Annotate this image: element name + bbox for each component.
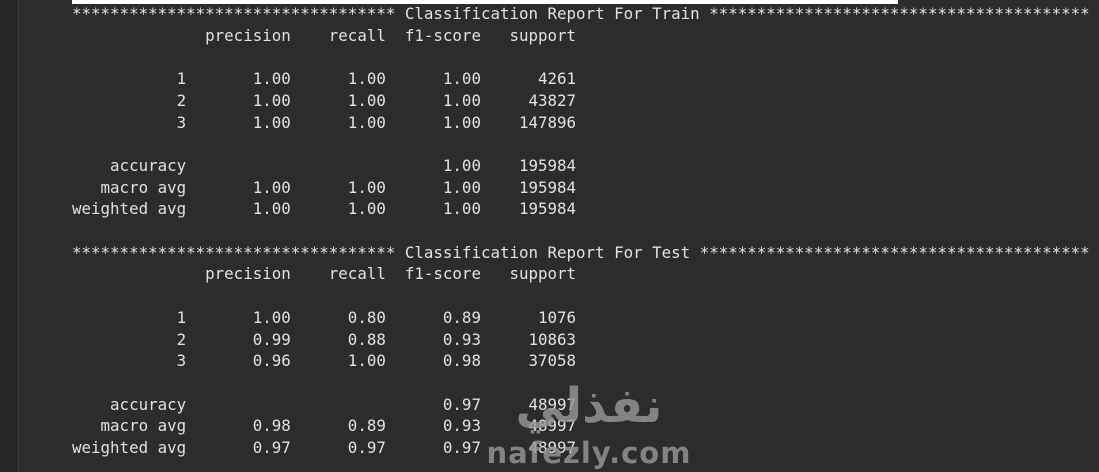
console-output-area[interactable]: ********************************** Class… [72, 3, 1099, 472]
editor-gutter [0, 0, 19, 472]
train-classification-report: ********************************** Class… [72, 4, 1090, 219]
test-classification-report: ********************************** Class… [72, 242, 1090, 458]
top-highlight-bar [72, 0, 898, 4]
